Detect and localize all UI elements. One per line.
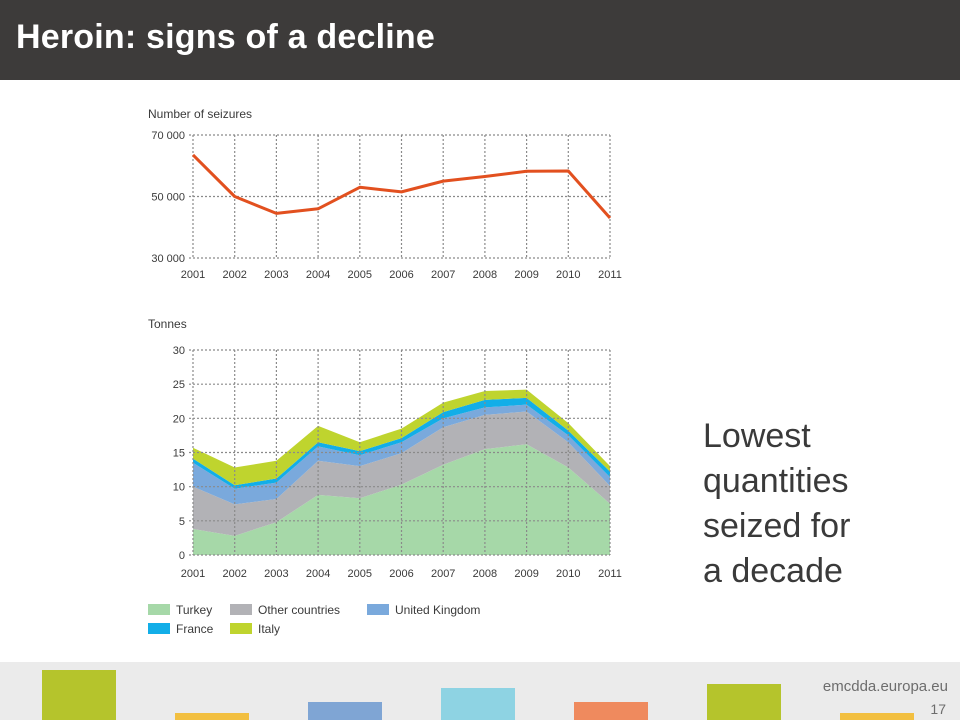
x-tick-label: 2011 <box>598 269 622 281</box>
x-tick-label: 2006 <box>389 568 413 580</box>
area-united-kingdom <box>193 404 610 505</box>
caption: Lowest quantities seized for a decade <box>703 414 903 594</box>
y-tick-label: 25 <box>173 379 185 391</box>
x-tick-label: 2010 <box>556 568 580 580</box>
area-italy <box>193 389 610 486</box>
x-tick-label: 2007 <box>431 269 455 281</box>
x-tick-label: 2009 <box>514 568 538 580</box>
y-tick-label: 15 <box>173 448 185 460</box>
legend-label: Other countries <box>258 603 340 617</box>
y-axis-label: Number of seizures <box>148 107 252 121</box>
footer-block-5 <box>574 702 648 720</box>
legend: Turkey Other countries United Kingdom Franc… <box>148 603 480 636</box>
footer-url: emcdda.europa.eu <box>822 678 948 695</box>
footer-block-3 <box>308 702 382 720</box>
legend-swatch <box>367 604 389 615</box>
y-tick-label: 10 <box>173 482 185 494</box>
x-tick-label: 2003 <box>264 568 288 580</box>
caption-line-3: seized for <box>703 507 851 545</box>
area-other-countries <box>193 411 610 536</box>
y-tick-label: 30 <box>173 345 185 357</box>
footer-block-1 <box>42 670 116 720</box>
footer-block-2 <box>175 713 249 720</box>
page-number: 17 <box>930 701 946 717</box>
y-tick-label: 50 000 <box>151 192 185 204</box>
x-tick-label: 2001 <box>181 568 205 580</box>
y-tick-label: 70 000 <box>151 130 185 142</box>
y-tick-label: 5 <box>179 516 185 528</box>
legend-swatch <box>230 623 252 634</box>
seizures-line-chart: Number of seizures 30 000 50 000 70 000 2001… <box>148 107 622 281</box>
x-tick-label: 2010 <box>556 269 580 281</box>
legend-label: Italy <box>258 622 280 636</box>
x-tick-label: 2005 <box>348 568 372 580</box>
x-tick-label: 2002 <box>222 269 246 281</box>
caption-line-1: Lowest <box>703 417 811 455</box>
x-tick-label: 2004 <box>306 568 330 580</box>
legend-label: United Kingdom <box>395 603 480 617</box>
x-tick-label: 2008 <box>473 269 497 281</box>
x-tick-label: 2004 <box>306 269 330 281</box>
caption-line-2: quantities <box>703 462 849 500</box>
y-tick-label: 20 <box>173 413 185 425</box>
x-tick-label: 2003 <box>264 269 288 281</box>
x-tick-label: 2002 <box>222 568 246 580</box>
legend-label: France <box>176 622 214 636</box>
y-tick-label: 30 000 <box>151 253 185 265</box>
x-tick-label: 2006 <box>389 269 413 281</box>
footer-block-7 <box>840 713 914 720</box>
x-tick-label: 2009 <box>514 269 538 281</box>
title-bar: Heroin: signs of a decline <box>0 0 960 80</box>
caption-line-4: a decade <box>703 552 843 590</box>
x-tick-label: 2005 <box>348 269 372 281</box>
tonnes-area-chart: Tonnes 0 5 10 15 20 25 30 2001 2002 2003 2004 2005 20… <box>148 317 622 636</box>
x-tick-label: 2008 <box>473 568 497 580</box>
y-tick-label: 0 <box>179 550 185 562</box>
legend-swatch <box>148 623 170 634</box>
x-tick-label: 2011 <box>598 568 622 580</box>
legend-swatch <box>148 604 170 615</box>
seizures-line <box>191 153 612 220</box>
footer-block-6 <box>707 684 781 720</box>
x-tick-label: 2007 <box>431 568 455 580</box>
slide-title: Heroin: signs of a decline <box>16 18 435 56</box>
legend-label: Turkey <box>176 603 212 617</box>
footer-block-4 <box>441 688 515 720</box>
x-tick-label: 2001 <box>181 269 205 281</box>
y-axis-label: Tonnes <box>148 317 187 331</box>
legend-swatch <box>230 604 252 615</box>
